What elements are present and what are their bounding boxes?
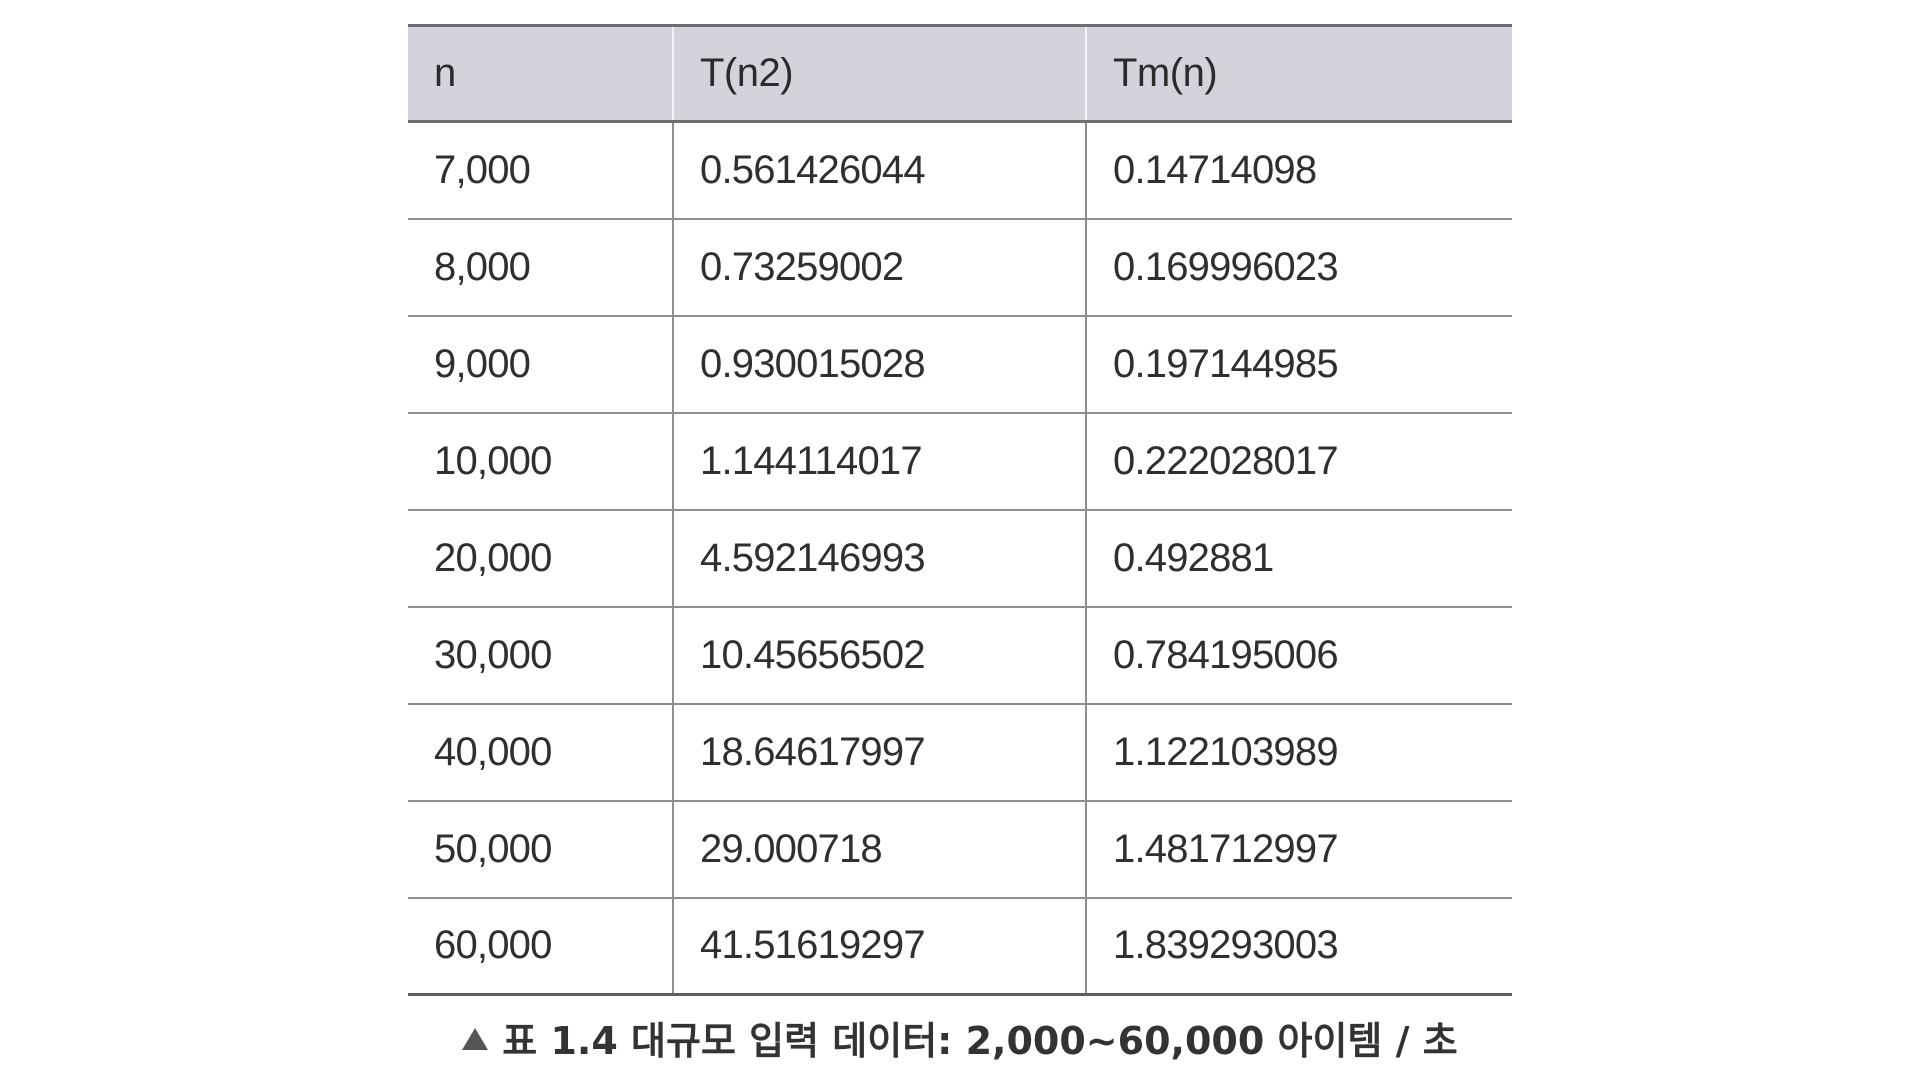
caption-text: 표 1.4 대규모 입력 데이터: 2,000~60,000 아이템 / 초 (502, 1019, 1458, 1063)
cell-tm-n: 0.492881 (1085, 509, 1512, 607)
cell-t-n2: 1.144114017 (672, 412, 1086, 510)
table-row: 40,000 18.64617997 1.122103989 (408, 703, 1512, 801)
table-caption: 표 1.4 대규모 입력 데이터: 2,000~60,000 아이템 / 초 (408, 1010, 1512, 1065)
table-body: 7,000 0.561426044 0.14714098 8,000 0.732… (408, 121, 1512, 995)
cell-n: 20,000 (434, 535, 552, 580)
cell-tm-n: 1.122103989 (1085, 703, 1512, 801)
cell-n: 40,000 (434, 729, 552, 774)
table-header: n T(n2) Tm(n) (408, 25, 1512, 122)
cell-n: 9,000 (434, 341, 531, 386)
cell-n: 60,000 (434, 923, 552, 968)
cell-n: 8,000 (434, 244, 531, 289)
cell-tm-n: 0.784195006 (1085, 606, 1512, 704)
cell-t-n2: 0.561426044 (672, 121, 1086, 219)
data-table: n T(n2) Tm(n) 7,000 0.561426044 0.147140… (408, 24, 1512, 996)
table-row: 8,000 0.73259002 0.169996023 (408, 218, 1512, 316)
column-header-tm-n: Tm(n) (1085, 25, 1512, 122)
table-row: 10,000 1.144114017 0.222028017 (408, 412, 1512, 510)
cell-tm-n: 1.839293003 (1085, 897, 1512, 995)
table-row: 20,000 4.592146993 0.492881 (408, 509, 1512, 607)
cell-t-n2: 4.592146993 (672, 509, 1086, 607)
table-row: 9,000 0.930015028 0.197144985 (408, 315, 1512, 413)
table-row: 30,000 10.45656502 0.784195006 (408, 606, 1512, 704)
cell-tm-n: 0.222028017 (1085, 412, 1512, 510)
cell-t-n2: 18.64617997 (672, 703, 1086, 801)
header-row: n T(n2) Tm(n) (408, 25, 1512, 122)
cell-tm-n: 0.169996023 (1085, 218, 1512, 316)
data-table-container: n T(n2) Tm(n) 7,000 0.561426044 0.147140… (408, 24, 1512, 996)
cell-t-n2: 0.73259002 (672, 218, 1086, 316)
cell-tm-n: 0.197144985 (1085, 315, 1512, 413)
triangle-up-icon (462, 1028, 489, 1050)
cell-tm-n: 0.14714098 (1085, 121, 1512, 219)
cell-tm-n: 1.481712997 (1085, 800, 1512, 898)
cell-n: 50,000 (434, 826, 552, 871)
cell-t-n2: 10.45656502 (672, 606, 1086, 704)
column-header-t-n2: T(n2) (672, 25, 1086, 122)
cell-n: 7,000 (434, 147, 531, 192)
column-header-n: n (434, 51, 456, 95)
cell-t-n2: 29.000718 (672, 800, 1086, 898)
cell-t-n2: 0.930015028 (672, 315, 1086, 413)
cell-n: 30,000 (434, 632, 552, 677)
cell-t-n2: 41.51619297 (672, 897, 1086, 995)
table-row: 7,000 0.561426044 0.14714098 (408, 121, 1512, 219)
table-row: 50,000 29.000718 1.481712997 (408, 800, 1512, 898)
table-row: 60,000 41.51619297 1.839293003 (408, 897, 1512, 995)
cell-n: 10,000 (434, 438, 552, 483)
